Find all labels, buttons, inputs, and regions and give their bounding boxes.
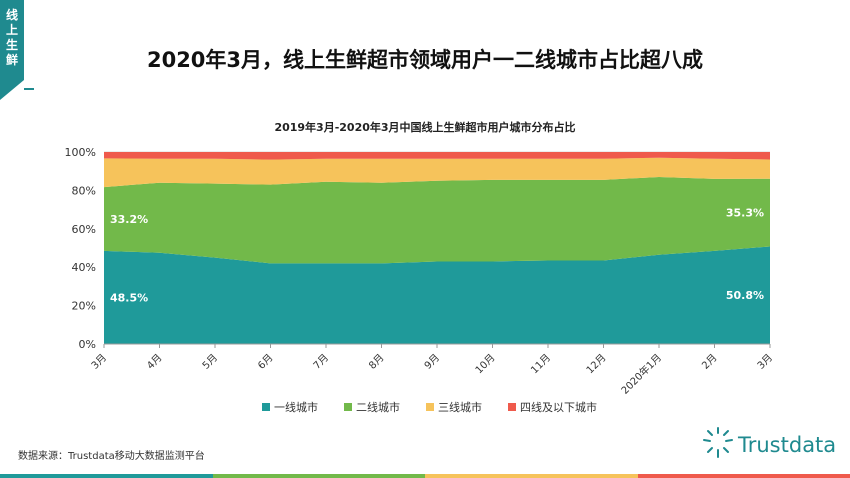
x-tick-label: 12月 xyxy=(584,352,609,377)
x-tick-label: 5月 xyxy=(200,352,220,372)
data-label: 35.3% xyxy=(726,207,764,220)
area-series-3 xyxy=(104,157,770,188)
y-tick-label: 100% xyxy=(65,146,96,159)
title-accent-bar xyxy=(24,88,34,90)
legend-label: 三线城市 xyxy=(438,400,482,414)
bottom-color-bar xyxy=(0,474,850,478)
x-tick-label: 9月 xyxy=(422,352,442,372)
y-tick-label: 40% xyxy=(72,261,96,274)
x-tick-label: 3月 xyxy=(755,352,775,372)
area-series-2 xyxy=(104,176,770,264)
area-series-1 xyxy=(104,246,770,344)
legend-swatch xyxy=(344,403,352,411)
legend-swatch xyxy=(262,403,270,411)
x-tick-label: 2020年1月 xyxy=(618,351,664,397)
data-label: 33.2% xyxy=(110,213,148,226)
bottom-bar-segment xyxy=(425,474,638,478)
x-tick-label: 10月 xyxy=(473,352,498,377)
legend-swatch xyxy=(508,403,516,411)
bottom-bar-segment xyxy=(0,474,213,478)
legend-label: 一线城市 xyxy=(274,400,318,414)
chart-title: 2019年3月-2020年3月中国线上生鲜超市用户城市分布占比 xyxy=(274,120,575,134)
trustdata-logo-icon xyxy=(703,427,733,458)
data-label: 50.8% xyxy=(726,289,764,302)
legend-swatch xyxy=(426,403,434,411)
bottom-bar-segment xyxy=(212,474,425,478)
stacked-area-chart: 2019年3月-2020年3月中国线上生鲜超市用户城市分布占比 0% 20% 40% 6… xyxy=(65,120,776,414)
x-tick-label: 7月 xyxy=(311,352,331,372)
x-tick-label: 4月 xyxy=(145,352,165,372)
x-tick-label: 8月 xyxy=(367,352,387,372)
data-source-note: 数据来源：Trustdata移动大数据监测平台 xyxy=(18,451,205,462)
y-tick-label: 60% xyxy=(72,223,96,236)
bottom-bar-segment xyxy=(637,474,850,478)
y-tick-label: 0% xyxy=(79,338,96,351)
trustdata-logo: Trustdata xyxy=(700,425,840,465)
legend-label: 四线及以下城市 xyxy=(520,400,597,414)
x-tick-label: 2月 xyxy=(700,352,720,372)
x-tick-label: 11月 xyxy=(529,352,554,377)
y-tick-label: 80% xyxy=(72,184,96,197)
section-tab-label: 线上生鲜 xyxy=(5,8,18,67)
area-series-4 xyxy=(104,152,770,160)
logo-wordmark: Trustdata xyxy=(738,433,837,457)
page-title: 2020年3月，线上生鲜超市领域用户一二线城市占比超八成 xyxy=(146,48,704,72)
x-tick-label: 3月 xyxy=(89,352,109,372)
legend-label: 二线城市 xyxy=(356,400,400,414)
y-tick-label: 20% xyxy=(72,300,96,313)
x-tick-label: 6月 xyxy=(256,352,276,372)
data-label: 48.5% xyxy=(110,291,148,304)
